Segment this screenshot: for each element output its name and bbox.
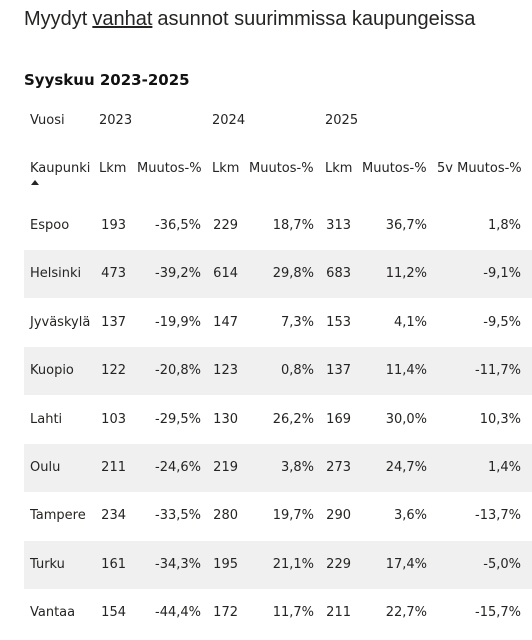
value-cell: 11,2% [385, 266, 427, 282]
row-band [24, 347, 532, 396]
value-cell: -13,7% [475, 508, 521, 524]
value-cell: 683 [326, 266, 351, 282]
city-cell: Helsinki [30, 266, 82, 282]
row-band [24, 444, 532, 492]
value-cell: 22,7% [385, 605, 427, 621]
value-cell: 147 [213, 314, 238, 330]
value-cell: -36,5% [155, 218, 201, 233]
value-cell: 1,4% [487, 460, 521, 475]
title-part: Myydyt [24, 8, 88, 30]
value-cell: 103 [101, 411, 126, 427]
column-header[interactable]: 5v Muutos-% [437, 161, 522, 176]
value-cell: 26,2% [272, 411, 314, 427]
value-cell: 229 [213, 218, 238, 233]
value-cell: 3,8% [280, 460, 314, 475]
value-cell: 211 [101, 460, 126, 475]
value-cell: 137 [326, 363, 351, 379]
city-cell: Oulu [30, 460, 61, 475]
value-cell: 473 [101, 266, 126, 282]
value-cell: 614 [213, 266, 238, 282]
value-cell: 11,4% [385, 363, 427, 379]
value-cell: 24,7% [385, 460, 427, 475]
value-cell: 19,7% [272, 508, 314, 524]
value-cell: 123 [213, 363, 238, 379]
value-cell: 211 [326, 605, 351, 621]
value-cell: 21,1% [272, 556, 314, 572]
value-cell: 154 [101, 605, 126, 621]
value-cell: 122 [101, 363, 126, 379]
city-cell: Turku [30, 556, 65, 572]
value-cell: -5,0% [483, 556, 521, 572]
title-part: asunnot suurimmissa kaupungeissa [157, 8, 476, 30]
value-cell: 17,4% [385, 556, 427, 572]
value-cell: -20,8% [155, 363, 201, 379]
value-cell: -11,7% [475, 363, 521, 379]
subtitle: Syyskuu 2023-2025 [24, 71, 190, 89]
value-cell: 29,8% [272, 266, 314, 282]
value-cell: -15,7% [475, 605, 521, 621]
value-cell: 137 [101, 314, 126, 330]
column-header[interactable]: Kaupunki [30, 161, 91, 176]
value-cell: 1,8% [487, 218, 521, 233]
city-cell: Vantaa [30, 605, 76, 621]
column-header[interactable]: Muutos-% [137, 161, 202, 176]
value-cell: 172 [213, 605, 238, 621]
year-header: 2023 [99, 113, 133, 128]
value-cell: 234 [101, 508, 126, 524]
value-cell: 161 [101, 556, 126, 572]
value-cell: 7,3% [280, 314, 314, 330]
value-cell: -34,3% [155, 556, 201, 572]
title: Myydyt vanhat asunnot suurimmissa kaupunge… [24, 8, 480, 31]
value-cell: 18,7% [272, 218, 314, 233]
column-header[interactable]: Muutos-% [249, 161, 314, 176]
value-cell: -39,2% [155, 266, 201, 282]
value-cell: -29,5% [155, 411, 201, 427]
value-cell: 280 [213, 508, 238, 524]
value-cell: -19,9% [155, 314, 201, 330]
row-band [24, 250, 532, 299]
value-cell: 169 [326, 411, 351, 427]
value-cell: 30,0% [385, 411, 427, 427]
value-cell: 10,3% [479, 411, 521, 427]
value-cell: 313 [326, 218, 351, 233]
value-cell: 130 [213, 411, 238, 427]
value-cell: 153 [326, 314, 351, 330]
value-cell: -44,4% [155, 605, 201, 621]
value-cell: 290 [326, 508, 351, 524]
column-header[interactable]: Lkm [212, 161, 240, 176]
value-cell: 3,6% [393, 508, 427, 524]
city-cell: Tampere [30, 508, 86, 524]
column-header[interactable]: Lkm [325, 161, 353, 176]
city-cell: Kuopio [30, 363, 74, 379]
city-cell: Espoo [30, 218, 70, 233]
year-header: 2024 [212, 113, 246, 128]
value-cell: 229 [326, 556, 351, 572]
value-cell: 273 [326, 460, 351, 475]
value-cell: 193 [101, 218, 126, 233]
value-cell: -33,5% [155, 508, 201, 524]
city-cell: Lahti [30, 411, 63, 427]
city-cell: Jyväskylä [30, 314, 91, 330]
value-cell: 11,7% [272, 605, 314, 621]
title-part: vanhat [92, 8, 153, 30]
value-cell: -9,1% [483, 266, 521, 282]
column-header[interactable]: Muutos-% [362, 161, 427, 176]
column-header[interactable]: Lkm [99, 161, 127, 176]
value-cell: 0,8% [280, 363, 314, 379]
value-cell: -9,5% [483, 314, 521, 330]
value-cell: -24,6% [155, 460, 201, 475]
value-cell: 219 [213, 460, 238, 475]
year-header: 2025 [325, 113, 359, 128]
value-cell: 195 [213, 556, 238, 572]
value-cell: 36,7% [385, 218, 427, 233]
value-cell: 4,1% [393, 314, 427, 330]
row-band [24, 540, 532, 589]
year-header: Vuosi [30, 113, 65, 128]
sort-arrow[interactable] [31, 180, 39, 185]
